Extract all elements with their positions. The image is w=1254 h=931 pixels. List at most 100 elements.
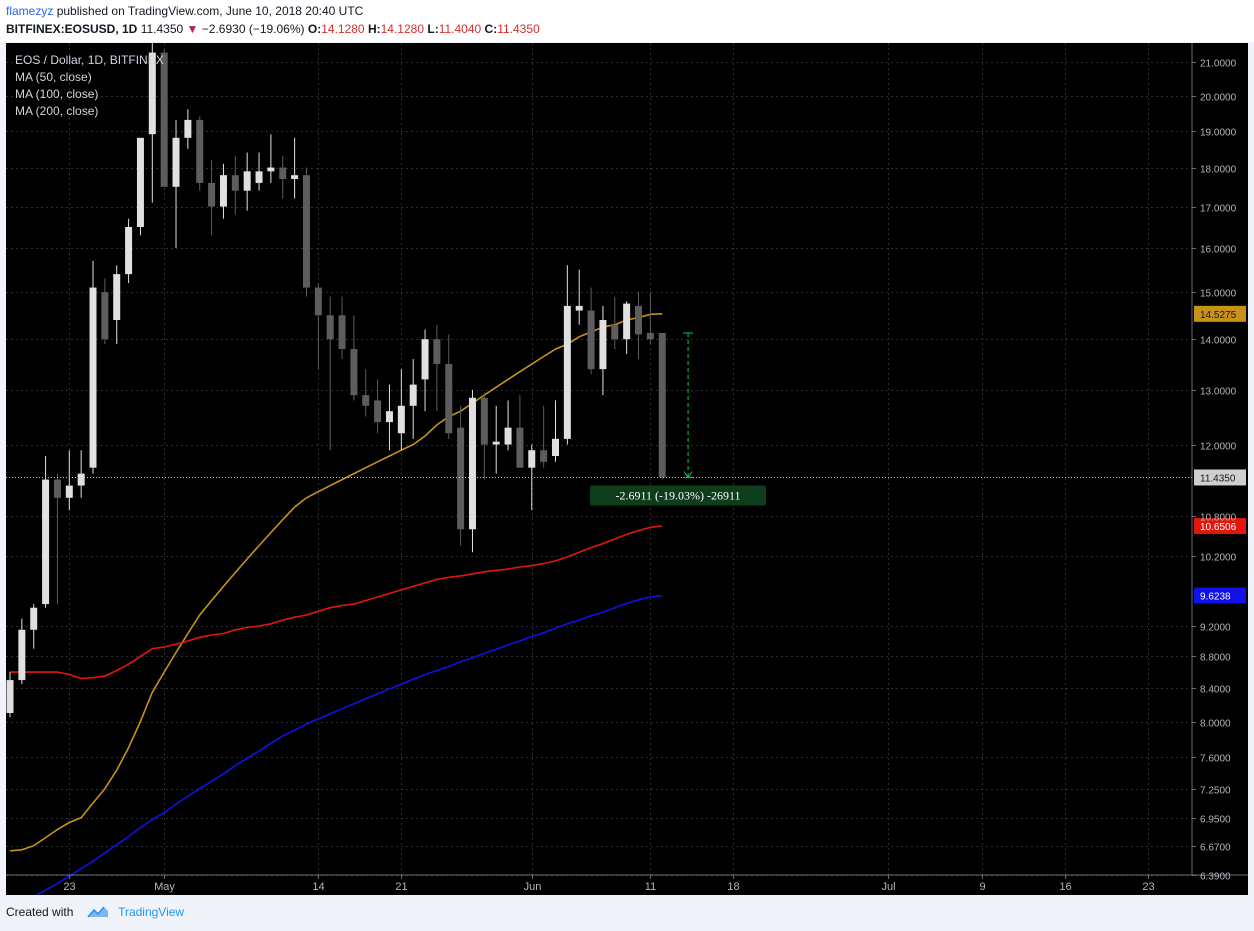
- candle-body: [468, 397, 476, 530]
- measure-arrow-icon: [683, 471, 693, 479]
- candle-body: [160, 52, 168, 187]
- candle-body: [42, 479, 50, 605]
- x-tick-label: Jul: [881, 881, 895, 893]
- last-price: 11.4350: [140, 22, 184, 36]
- ma-line-50: [9, 313, 663, 852]
- candle-body: [136, 137, 144, 227]
- y-tick-label: 16.0000: [1200, 245, 1237, 256]
- candle-body: [623, 303, 631, 340]
- y-tick-label: 12.0000: [1200, 442, 1237, 453]
- y-tick-label: 9.2000: [1200, 623, 1231, 634]
- candle-body: [148, 52, 156, 135]
- candle-body: [219, 175, 227, 207]
- x-tick-label: 21: [395, 881, 407, 893]
- candle-body: [89, 287, 97, 468]
- candle-body: [658, 333, 666, 478]
- last-price-badge-bg: [1194, 469, 1246, 486]
- y-tick-label: 20.0000: [1200, 93, 1237, 104]
- legend-ma50: MA (50, close): [15, 70, 92, 84]
- symbol-label: BITFINEX:EOSUSD, 1D: [6, 22, 138, 36]
- candle-body: [421, 339, 429, 380]
- grid-lines: [6, 43, 1192, 876]
- publish-line: flamezyz published on TradingView.com, J…: [6, 4, 363, 18]
- x-tick-label: 23: [1142, 881, 1154, 893]
- ma200-badge-bg: [1194, 587, 1246, 604]
- ma200-badge-label: 9.6238: [1200, 592, 1231, 603]
- y-tick-label: 13.0000: [1200, 387, 1237, 398]
- y-tick-label: 15.0000: [1200, 289, 1237, 300]
- ma100-badge-bg: [1194, 518, 1246, 535]
- x-tick-label: 9: [979, 881, 985, 893]
- price-chart[interactable]: 11.4350 14.5275 10.6506 9.6238 -2.6911 (-19.…: [6, 43, 1248, 895]
- open-label: O:: [307, 22, 322, 36]
- candle-body: [302, 175, 310, 288]
- candle-body: [504, 427, 512, 445]
- high-value: 14.1280: [380, 22, 425, 36]
- moving-averages: [9, 313, 663, 895]
- candle-body: [516, 427, 524, 468]
- axes: 21.0000 20.0000 19.0000 18.0000 17.0000 16.00…: [6, 43, 1248, 893]
- y-tick-label: 6.6700: [1200, 843, 1231, 854]
- candle-body: [101, 292, 109, 340]
- candle-body: [172, 137, 180, 187]
- y-tick-label: 10.8000: [1200, 513, 1237, 524]
- candle-body: [646, 332, 654, 340]
- ma-line-200: [35, 594, 663, 895]
- candle-body: [196, 119, 204, 183]
- footer: Created with TradingView: [6, 905, 184, 919]
- candle-body: [409, 384, 417, 406]
- low-value: 11.4040: [438, 22, 482, 36]
- created-with-text: Created with: [6, 905, 74, 919]
- y-tick-label: 10.2000: [1200, 553, 1237, 564]
- high-label: H:: [367, 22, 381, 36]
- candle-body: [385, 411, 393, 423]
- candle-body: [635, 305, 643, 335]
- candle-body: [231, 175, 239, 191]
- candle-body: [184, 119, 192, 138]
- y-tick-label: 8.0000: [1200, 719, 1231, 730]
- measure-label: -2.6911 (-19.03%) -26911: [615, 488, 740, 502]
- candle-body: [208, 182, 216, 207]
- candle-body: [563, 305, 571, 439]
- down-arrow-icon: ▼: [186, 22, 199, 36]
- open-value: 14.1280: [321, 22, 365, 36]
- y-tick-label: 6.3900: [1200, 872, 1231, 883]
- y-tick-label: 7.6000: [1200, 754, 1231, 765]
- x-tick-label: 18: [727, 881, 739, 893]
- x-tick-label: 23: [63, 881, 75, 893]
- candle-body: [125, 226, 133, 275]
- author-link[interactable]: flamezyz: [6, 4, 54, 18]
- candle-body: [540, 450, 548, 462]
- candle-body: [314, 287, 322, 316]
- candle-body: [113, 274, 121, 320]
- ma50-badge-label: 14.5275: [1200, 310, 1237, 321]
- measure-label-bg: [590, 485, 766, 506]
- candle-body: [551, 438, 559, 457]
- candle-body: [338, 315, 346, 350]
- candle-body: [291, 175, 299, 180]
- candle-body: [18, 629, 26, 681]
- candle-body: [279, 167, 287, 180]
- candle-body: [492, 441, 500, 445]
- tradingview-logo-icon: [87, 906, 108, 918]
- close-value: 11.4350: [497, 22, 540, 36]
- y-tick-label: 21.0000: [1200, 59, 1237, 70]
- legend-ma200: MA (200, close): [15, 104, 98, 118]
- y-tick-label: 8.8000: [1200, 653, 1231, 664]
- candle-body: [611, 324, 619, 340]
- candle-body: [587, 310, 595, 370]
- x-tick-label: Jun: [524, 881, 542, 893]
- y-tick-label: 14.0000: [1200, 336, 1237, 347]
- ma-line-100: [10, 525, 663, 680]
- tradingview-link[interactable]: TradingView: [118, 905, 185, 919]
- candle-body: [53, 479, 61, 498]
- y-tick-label: 8.4000: [1200, 685, 1231, 696]
- x-tick-label: 16: [1059, 881, 1071, 893]
- chart-legend: EOS / Dollar, 1D, BITFINEX MA (50, close…: [15, 53, 164, 118]
- symbol-line: BITFINEX:EOSUSD, 1D 11.4350 ▼ −2.6930 (−…: [6, 22, 540, 36]
- candle-body: [528, 450, 536, 468]
- candle-body: [445, 364, 453, 434]
- candlesticks: [6, 43, 666, 718]
- legend-title: EOS / Dollar, 1D, BITFINEX: [15, 53, 164, 67]
- overlay-annotations: 11.4350 14.5275 10.6506 9.6238 -2.6911 (-19.…: [6, 305, 1246, 604]
